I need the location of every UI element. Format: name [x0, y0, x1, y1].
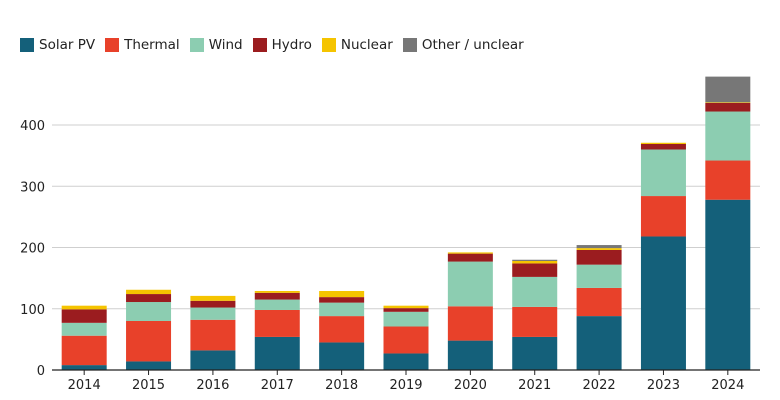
bar-segment: [383, 308, 429, 312]
bar-segment: [126, 361, 172, 370]
x-tick-label: 2019: [389, 378, 422, 393]
bar-segment: [640, 142, 686, 144]
x-tick-label: 2023: [647, 378, 680, 393]
bar-segment: [383, 305, 429, 309]
bar-segment: [190, 300, 236, 308]
bar-segment: [576, 264, 622, 288]
legend-label: Solar PV: [39, 37, 96, 53]
legend-item: Nuclear: [321, 37, 393, 53]
bar-segment: [383, 326, 429, 354]
legend-label: Wind: [208, 37, 243, 53]
bar-segment: [319, 290, 365, 298]
bar-segment: [61, 365, 107, 370]
legend-item: Solar PV: [20, 37, 95, 53]
bar-segment: [447, 340, 493, 370]
legend-swatch: [402, 38, 417, 52]
legend-item: Other / unclear: [402, 37, 524, 53]
legend-label: Nuclear: [340, 37, 393, 53]
bar-segment: [61, 322, 107, 336]
legend-label: Thermal: [124, 37, 180, 53]
bar-segment: [190, 319, 236, 351]
bar-segment: [512, 276, 558, 307]
bar-segment: [576, 287, 622, 317]
bar-segment: [319, 342, 365, 370]
bar-segment: [61, 309, 107, 323]
x-tick-label: 2022: [583, 378, 616, 393]
bar-segment: [447, 261, 493, 307]
bar-segment: [319, 302, 365, 317]
x-tick-label: 2015: [132, 378, 165, 393]
x-tick-label: 2024: [711, 378, 744, 393]
bar-segment: [640, 196, 686, 237]
bar-segment: [126, 321, 172, 362]
y-tick-label: 300: [20, 180, 45, 195]
legend-swatch: [20, 38, 34, 52]
legend-item: Hydro: [252, 37, 312, 53]
bar-segment: [254, 292, 300, 300]
legend-item: Wind: [189, 37, 243, 53]
bar-segment: [576, 316, 622, 370]
bar-segment: [126, 289, 172, 295]
bar-segment: [705, 199, 751, 370]
bar-segment: [447, 253, 493, 262]
bar-segment: [383, 311, 429, 327]
bar-segment: [512, 336, 558, 370]
bar-segment: [705, 102, 751, 112]
bar-segment: [447, 252, 493, 254]
bar-segment: [61, 335, 107, 366]
x-tick-label: 2017: [261, 378, 294, 393]
bar-segment: [383, 353, 429, 370]
bar-segment: [512, 259, 558, 261]
bar-segment: [640, 143, 686, 150]
y-tick-label: 100: [20, 303, 45, 318]
bar-segment: [319, 297, 365, 303]
bar-segment: [576, 248, 622, 250]
legend-swatch: [321, 38, 336, 52]
y-tick-label: 200: [20, 242, 45, 257]
legend-swatch: [105, 38, 120, 52]
x-tick-label: 2021: [518, 378, 551, 393]
bar-segment: [512, 263, 558, 277]
legend-swatch: [252, 38, 267, 52]
legend-label: Hydro: [271, 37, 312, 53]
x-tick-label: 2016: [196, 378, 229, 393]
bar-segment: [254, 299, 300, 310]
y-tick-label: 0: [37, 364, 45, 379]
legend-swatch: [189, 38, 204, 52]
bar-segment: [126, 302, 172, 321]
bar-segment: [254, 309, 300, 337]
bar-segment: [254, 336, 300, 370]
legend-label: Other / unclear: [421, 37, 524, 53]
bar-segment: [705, 111, 751, 161]
bar-segment: [512, 260, 558, 264]
bar-segment: [705, 102, 751, 103]
bar-segment: [640, 149, 686, 197]
bar-segment: [61, 305, 107, 310]
bar-segment: [512, 306, 558, 337]
bar-segment: [576, 245, 622, 249]
x-tick-label: 2020: [454, 378, 487, 393]
bar-segment: [254, 290, 300, 293]
bar-segment: [576, 249, 622, 265]
legend: Solar PV Thermal Wind Hydro Nuclear Other / u…: [20, 37, 524, 53]
bar-segment: [126, 294, 172, 303]
bar-segment: [640, 236, 686, 370]
bar-segment: [447, 306, 493, 341]
bar-segment: [190, 295, 236, 301]
bar-segment: [190, 307, 236, 320]
bar-segment: [705, 76, 751, 103]
legend-item: Thermal: [105, 37, 180, 53]
bar-segment: [190, 350, 236, 370]
bar-segment: [319, 316, 365, 343]
x-tick-label: 2014: [68, 378, 101, 393]
bar-segment: [705, 160, 751, 200]
x-tick-label: 2018: [325, 378, 358, 393]
y-tick-label: 400: [20, 119, 45, 134]
